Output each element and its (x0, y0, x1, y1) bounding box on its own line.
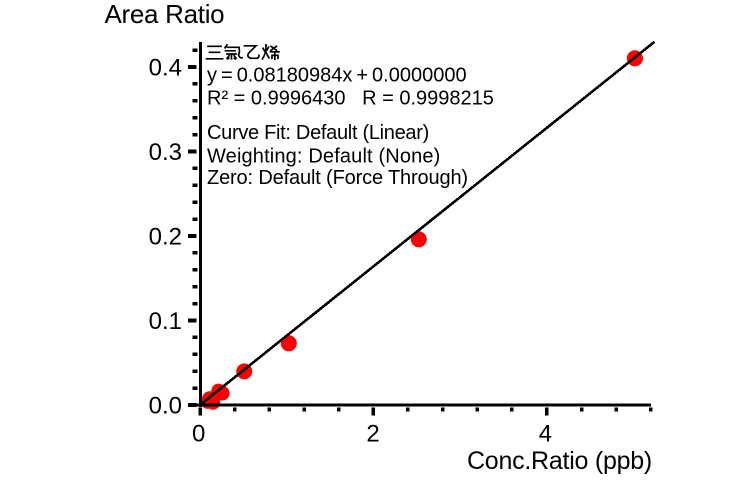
svg-text:Zero: Default (Force Through): Zero: Default (Force Through) (207, 167, 468, 189)
svg-text:y = 0.08180984x + 0.0000000: y = 0.08180984x + 0.0000000 (207, 65, 467, 87)
svg-text:4: 4 (539, 421, 552, 448)
svg-text:0: 0 (192, 421, 205, 448)
svg-text:0.4: 0.4 (149, 55, 182, 82)
svg-text:0.1: 0.1 (149, 308, 182, 335)
svg-text:Weighting: Default (None): Weighting: Default (None) (207, 146, 441, 168)
svg-text:2: 2 (366, 421, 379, 448)
svg-text:Curve Fit: Default (Linear): Curve Fit: Default (Linear) (207, 122, 429, 144)
svg-text:R² = 0.9996430 R = 0.9998215: R² = 0.9996430 R = 0.9998215 (207, 88, 494, 110)
svg-text:Area Ratio: Area Ratio (105, 0, 225, 29)
svg-text:0.0: 0.0 (149, 393, 182, 420)
svg-text:0.3: 0.3 (149, 139, 182, 166)
svg-text:Conc.Ratio (ppb): Conc.Ratio (ppb) (467, 447, 652, 475)
svg-text:0.2: 0.2 (149, 224, 182, 251)
